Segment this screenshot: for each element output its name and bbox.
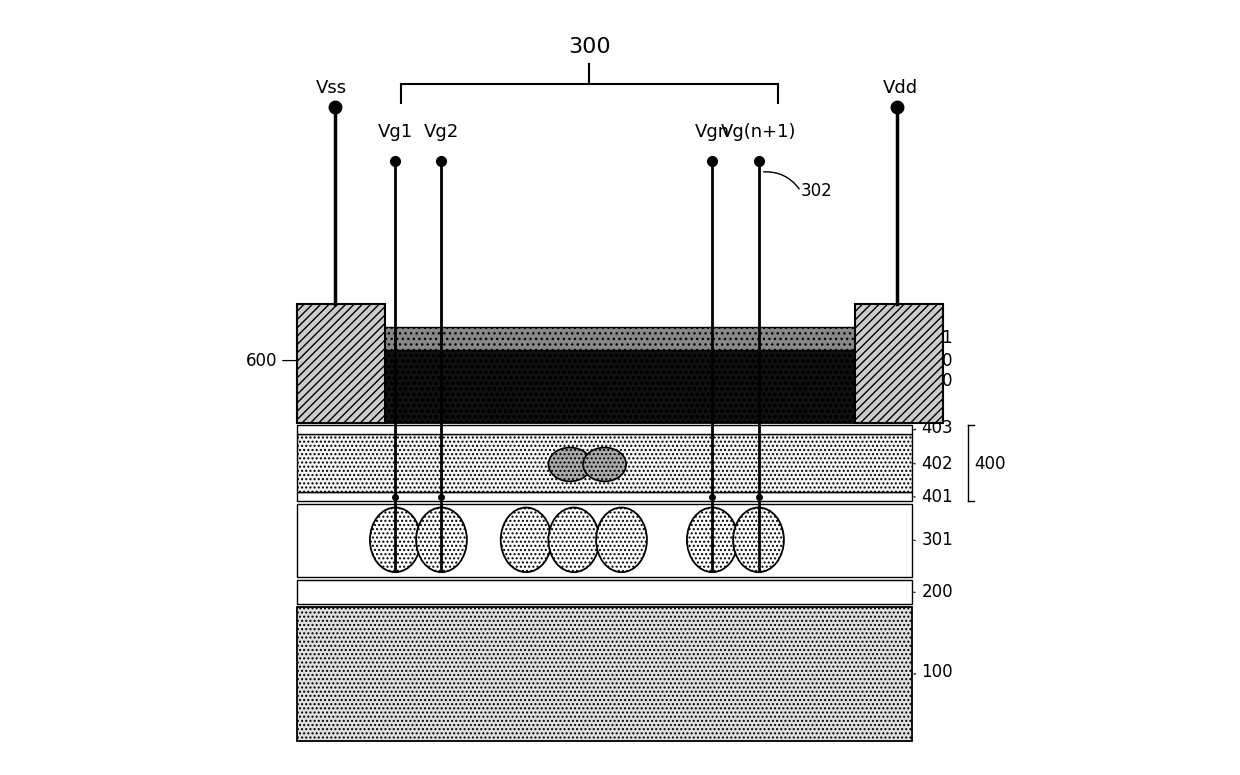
Text: Vgn: Vgn (694, 123, 730, 141)
Ellipse shape (733, 508, 784, 572)
Bar (296, 327, 913, 350)
Text: 100: 100 (921, 663, 954, 681)
Text: 501: 501 (921, 329, 954, 347)
Bar (296, 304, 386, 423)
Bar (296, 425, 913, 435)
Ellipse shape (548, 447, 591, 481)
Text: 400: 400 (973, 455, 1006, 473)
Text: 200: 200 (921, 583, 954, 601)
Text: 600: 600 (246, 352, 278, 370)
Text: Vg(n+1): Vg(n+1) (720, 123, 796, 141)
Ellipse shape (687, 508, 738, 572)
Bar (854, 304, 944, 423)
Text: 403: 403 (921, 418, 954, 436)
Text: 500: 500 (921, 372, 954, 391)
Text: 402: 402 (921, 456, 954, 474)
Bar (296, 580, 913, 605)
Text: 700: 700 (921, 352, 954, 370)
Text: 302: 302 (801, 182, 832, 200)
Bar (296, 435, 913, 492)
Text: 301: 301 (921, 531, 954, 549)
Bar (296, 492, 913, 501)
Text: Vdd: Vdd (883, 79, 919, 98)
Text: Vg2: Vg2 (424, 123, 459, 141)
Text: Vss: Vss (316, 79, 347, 98)
Text: 401: 401 (921, 487, 954, 506)
Text: 300: 300 (568, 36, 610, 57)
Ellipse shape (417, 508, 467, 572)
Ellipse shape (548, 508, 599, 572)
Ellipse shape (596, 508, 647, 572)
Ellipse shape (370, 508, 420, 572)
Ellipse shape (583, 447, 626, 481)
Bar (296, 607, 913, 742)
Bar (296, 504, 913, 577)
Text: Vg1: Vg1 (378, 123, 413, 141)
Ellipse shape (501, 508, 552, 572)
Bar (296, 350, 913, 423)
